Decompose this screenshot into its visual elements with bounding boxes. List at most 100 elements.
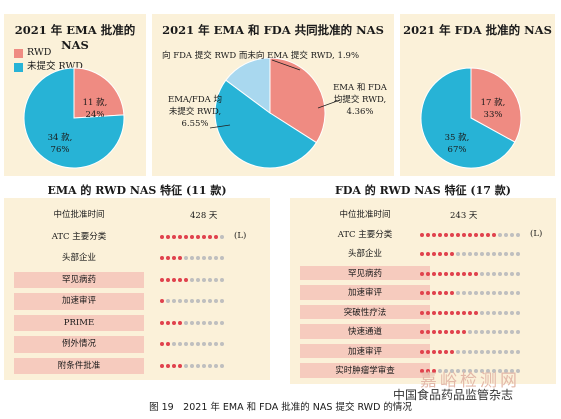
- dot-grey: [480, 349, 484, 354]
- dot-grey: [480, 310, 484, 315]
- row-label: 快速通道: [347, 327, 382, 337]
- dot-grey: [190, 342, 194, 346]
- dot-grey: [480, 271, 484, 276]
- dot-grey: [516, 330, 520, 334]
- dot-red: [456, 232, 460, 237]
- fda-rwd-pct: 33%: [483, 110, 503, 120]
- joint-label-none: EMA/FDA 均 未提交 RWD, 6.55%: [160, 94, 230, 130]
- dot-grey: [196, 277, 200, 282]
- joint-none-line1: EMA/FDA 均: [168, 95, 222, 105]
- dot-grey: [190, 363, 194, 368]
- dot-grey: [498, 232, 502, 237]
- dot-grey: [166, 299, 170, 303]
- pie-slice-2-1: [420, 67, 516, 169]
- dot-red: [444, 291, 448, 295]
- row-label: 中位批准时间: [339, 210, 391, 220]
- row-label: 突破性疗法: [343, 307, 387, 318]
- dot-grey: [468, 369, 472, 373]
- dot-grey: [462, 369, 466, 373]
- dot-red: [184, 234, 188, 239]
- dot-red: [444, 349, 448, 354]
- dot-red: [420, 252, 424, 256]
- dot-grey: [516, 349, 520, 354]
- dot-red: [160, 256, 164, 260]
- dot-grey: [444, 369, 448, 373]
- row-highlight: [300, 343, 430, 358]
- dot-red: [432, 349, 436, 354]
- ema-non-rwd-pct: 76%: [50, 145, 70, 155]
- dot-red: [438, 310, 442, 315]
- dot-grey: [456, 291, 460, 295]
- dot-red: [444, 310, 448, 315]
- dot-grey: [196, 363, 200, 368]
- row-label: ATC 主要分类: [337, 229, 393, 240]
- dot-grey: [498, 330, 502, 334]
- dot-grey: [214, 363, 218, 368]
- dot-grey: [184, 363, 188, 368]
- dot-red: [432, 252, 436, 256]
- dot-grey: [196, 342, 200, 346]
- dot-red: [166, 256, 170, 260]
- dot-red: [196, 234, 200, 239]
- dot-red: [462, 310, 466, 315]
- row-label: 头部企业: [347, 249, 382, 259]
- legend-rwd-label: RWD: [27, 47, 52, 58]
- dot-grey: [510, 291, 514, 295]
- dot-grey: [214, 320, 218, 325]
- watermark-journal: 中国食品药品监管杂志: [393, 388, 514, 402]
- dot-red: [166, 320, 170, 325]
- dot-red: [208, 234, 212, 239]
- dot-red: [184, 277, 188, 282]
- dot-red: [172, 320, 176, 325]
- dot-grey: [504, 232, 508, 237]
- dot-grey: [208, 320, 212, 325]
- dot-red: [426, 271, 430, 276]
- dot-grey: [480, 330, 484, 334]
- row-label: 加速审评: [347, 346, 382, 357]
- dot-grey: [474, 291, 478, 295]
- dot-grey: [504, 252, 508, 256]
- dot-red: [172, 256, 176, 260]
- ema-rwd-label: 11 款, 24%: [75, 97, 115, 121]
- dot-grey: [172, 299, 176, 303]
- dot-red: [468, 271, 472, 276]
- dot-grey: [492, 330, 496, 334]
- dot-grey: [486, 252, 490, 256]
- dot-grey: [486, 369, 490, 373]
- dot-red: [420, 310, 424, 315]
- dot-grey: [498, 252, 502, 256]
- dot-grey: [474, 369, 478, 373]
- dot-grey: [516, 291, 520, 295]
- ema-rwd-pct: 24%: [85, 110, 105, 120]
- dot-red: [450, 252, 454, 256]
- ema-rwd-count: 11 款,: [82, 98, 108, 108]
- dot-red: [160, 320, 164, 325]
- row-label: 加速审评: [61, 296, 96, 306]
- dot-grey: [462, 291, 466, 295]
- dot-grey: [492, 252, 496, 256]
- dot-red: [420, 232, 424, 237]
- dot-grey: [510, 271, 514, 276]
- dot-red: [462, 232, 466, 237]
- dot-red: [426, 330, 430, 334]
- dot-red: [420, 291, 424, 295]
- dot-grey: [474, 330, 478, 334]
- dot-grey: [214, 342, 218, 346]
- leader-line-2: [209, 124, 231, 129]
- pie-slice-0-1: [23, 67, 125, 169]
- dot-grey: [492, 369, 496, 373]
- dot-red: [426, 310, 430, 315]
- dot-red: [160, 277, 164, 282]
- dot-grey: [516, 232, 520, 237]
- row-value: 428 天: [190, 211, 218, 221]
- dot-grey: [196, 256, 200, 260]
- dot-grey: [504, 291, 508, 295]
- fda-pie-title: 2021 年 FDA 批准的 NAS: [403, 23, 552, 37]
- watermark-site: 嘉峪检测网: [420, 371, 520, 391]
- pie-slice-1-1: [214, 79, 318, 169]
- joint-none-line3: 6.55%: [181, 119, 209, 129]
- dot-red: [468, 310, 472, 315]
- dot-grey: [468, 349, 472, 354]
- dot-grey: [516, 252, 520, 256]
